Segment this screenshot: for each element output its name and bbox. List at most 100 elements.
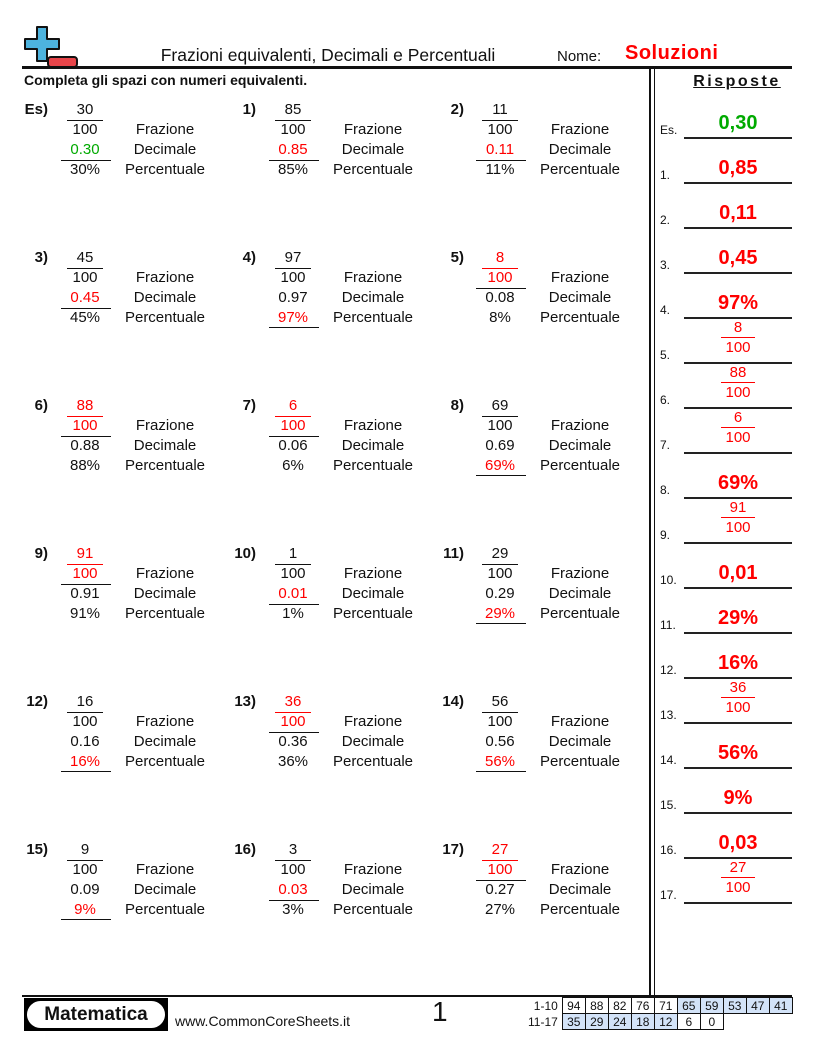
problem-number: 3)	[34, 249, 48, 266]
label-percent: Percentuale	[539, 161, 621, 178]
answer-number: 9.	[660, 528, 671, 542]
answer-value: 0,01	[718, 562, 758, 584]
value-num: 16	[76, 693, 94, 710]
answer-value: 56%	[717, 742, 759, 764]
label-fraction: Frazione	[550, 565, 610, 582]
score-row: 11-17 35 29 24 18 12 6 0	[525, 1013, 792, 1030]
answer-denominator: 100	[725, 339, 751, 356]
label-percent: Percentuale	[124, 457, 206, 474]
value-den: 100	[280, 417, 306, 434]
fraction-bar	[275, 268, 311, 270]
label-percent: Percentuale	[332, 605, 414, 622]
answer-line	[684, 452, 792, 454]
answer-blank-line	[269, 327, 319, 329]
problem-number: 16)	[234, 841, 256, 858]
label-fraction: Frazione	[135, 861, 195, 878]
value-pct: 85%	[277, 161, 309, 178]
score-cell: 76	[630, 997, 655, 1014]
fraction-bar	[482, 268, 518, 270]
label-percent: Percentuale	[539, 605, 621, 622]
value-pct: 56%	[484, 753, 516, 770]
label-fraction: Frazione	[343, 121, 403, 138]
answer-line	[684, 767, 792, 769]
answer-line	[684, 362, 792, 364]
answer-denominator: 100	[725, 879, 751, 896]
value-dec: 0.16	[70, 733, 100, 750]
answer-value: 0,03	[718, 832, 758, 854]
answer-line	[684, 632, 792, 634]
answer-value: 69%	[717, 472, 759, 494]
answer-number: 7.	[660, 438, 671, 452]
answer-blank-line	[476, 771, 526, 773]
answer-blank-line	[61, 919, 111, 921]
fraction-bar	[67, 860, 103, 862]
answer-number: 2.	[660, 213, 671, 227]
logo	[24, 25, 80, 69]
fraction-bar	[721, 517, 755, 519]
answer-line	[684, 317, 792, 319]
value-den: 100	[72, 713, 98, 730]
label-fraction: Frazione	[550, 269, 610, 286]
value-dec: 0.45	[70, 289, 100, 306]
problem-number: 10)	[234, 545, 256, 562]
value-num: 85	[284, 101, 302, 118]
value-dec: 0.30	[70, 141, 100, 158]
value-num: 45	[76, 249, 94, 266]
page-number: 1	[432, 996, 448, 1027]
score-cell: 88	[584, 997, 609, 1014]
value-pct: 3%	[282, 901, 304, 918]
value-pct: 8%	[489, 309, 511, 326]
answer-blank-line	[476, 160, 526, 162]
value-den: 100	[72, 565, 98, 582]
value-dec: 0.85	[278, 141, 308, 158]
label-fraction: Frazione	[135, 713, 195, 730]
label-fraction: Frazione	[550, 417, 610, 434]
problem-number: 17)	[442, 841, 464, 858]
label-decimal: Decimale	[133, 289, 197, 306]
answer-number: 15.	[660, 798, 677, 812]
answer-number: 11.	[660, 618, 676, 632]
value-pct: 97%	[277, 309, 309, 326]
value-dec: 0.01	[278, 585, 308, 602]
problem-number: 2)	[450, 101, 464, 118]
value-dec: 0.36	[278, 733, 308, 750]
fraction-bar	[67, 268, 103, 270]
problem-number: 14)	[442, 693, 464, 710]
label-decimal: Decimale	[341, 585, 405, 602]
answers-title: Risposte	[693, 73, 781, 90]
label-decimal: Decimale	[341, 437, 405, 454]
answer-number: 16.	[660, 843, 677, 857]
answer-number: 14.	[660, 753, 677, 767]
answer-blank-line	[269, 436, 319, 438]
value-den: 100	[72, 417, 98, 434]
value-pct: 27%	[484, 901, 516, 918]
answer-line	[684, 902, 792, 904]
answer-number: 3.	[660, 258, 671, 272]
answer-value: 97%	[717, 292, 759, 314]
value-pct: 11%	[485, 161, 515, 178]
label-percent: Percentuale	[332, 309, 414, 326]
value-dec: 0.09	[70, 881, 100, 898]
website: www.CommonCoreSheets.it	[175, 1013, 351, 1029]
fraction-bar	[721, 337, 755, 339]
score-table: 1-10 94 88 82 76 71 65 59 53 47 41 11-17 35 29 24 18 12 6…	[525, 997, 793, 1030]
answer-number: 12.	[660, 663, 677, 677]
fraction-bar	[67, 564, 103, 566]
fraction-bar	[482, 416, 518, 418]
value-den: 100	[280, 121, 306, 138]
label-fraction: Frazione	[135, 417, 195, 434]
label-percent: Percentuale	[124, 309, 206, 326]
value-dec: 0.88	[70, 437, 100, 454]
problem-number: 1)	[242, 101, 256, 118]
name-value: Soluzioni	[625, 42, 719, 64]
value-num: 36	[284, 693, 302, 710]
label-fraction: Frazione	[135, 269, 195, 286]
label-percent: Percentuale	[124, 161, 206, 178]
score-row-label: 1-10	[533, 998, 558, 1013]
label-fraction: Frazione	[343, 269, 403, 286]
footer-divider	[22, 995, 792, 997]
score-cell: 59	[699, 997, 724, 1014]
answer-value: 0,45	[718, 247, 758, 269]
answer-value: 0,85	[718, 157, 758, 179]
value-den: 100	[280, 565, 306, 582]
